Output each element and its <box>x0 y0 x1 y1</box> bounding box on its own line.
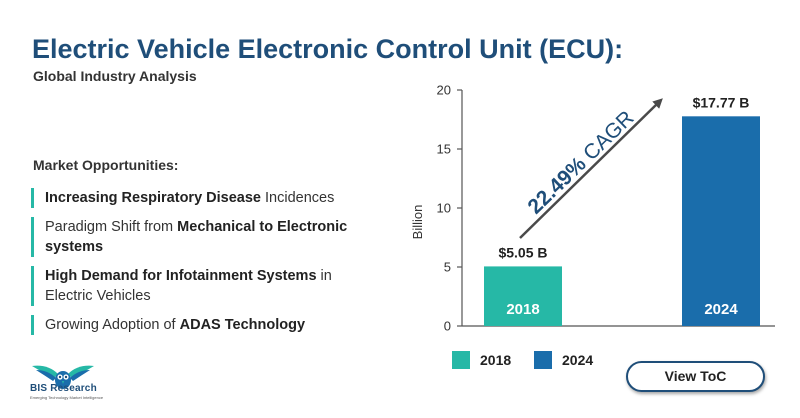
bis-owl-logo-icon <box>32 365 94 389</box>
legend-label: 2018 <box>480 352 511 368</box>
logo-tagline: Emerging Technology Market Intelligence <box>30 395 104 400</box>
legend-swatch <box>452 351 470 369</box>
opportunity-item: Increasing Respiratory Disease Incidence… <box>31 188 376 208</box>
market-size-bar-chart: 0 5 10 15 20 2018 $5.05 B 2024 $17.77 B 22.49% … <box>410 83 775 369</box>
bar <box>484 266 562 326</box>
opportunity-item: High Demand for Infotainment Systems in … <box>31 266 376 306</box>
y-tick-label: 15 <box>437 142 451 157</box>
opportunities-list: Increasing Respiratory Disease Incidence… <box>31 188 376 344</box>
bar-value-label: $17.77 B <box>693 94 750 110</box>
y-tick-label: 0 <box>444 319 451 334</box>
view-toc-button[interactable]: View ToC <box>626 361 765 392</box>
opportunity-item: Growing Adoption of ADAS Technology <box>31 315 376 335</box>
bar-category-label: 2018 <box>506 301 539 318</box>
bar-value-label: $5.05 B <box>498 244 547 260</box>
page-subtitle: Global Industry Analysis <box>33 68 197 84</box>
cagr-annotation: 22.49% CAGR <box>523 106 638 218</box>
y-tick-label: 20 <box>437 83 451 98</box>
logo-name: BIS Research <box>30 383 97 394</box>
bar-category-label: 2024 <box>704 301 738 318</box>
legend-swatch <box>534 351 552 369</box>
opportunities-heading: Market Opportunities: <box>33 157 179 173</box>
y-tick-label: 10 <box>437 201 451 216</box>
opportunity-item: Paradigm Shift from Mechanical to Electr… <box>31 217 376 257</box>
page-title: Electric Vehicle Electronic Control Unit… <box>32 34 624 64</box>
y-tick-label: 5 <box>444 260 451 275</box>
y-axis-label: Billion <box>410 205 425 240</box>
legend-label: 2024 <box>562 352 593 368</box>
cagr-arrow <box>519 98 663 239</box>
bar <box>682 116 760 326</box>
